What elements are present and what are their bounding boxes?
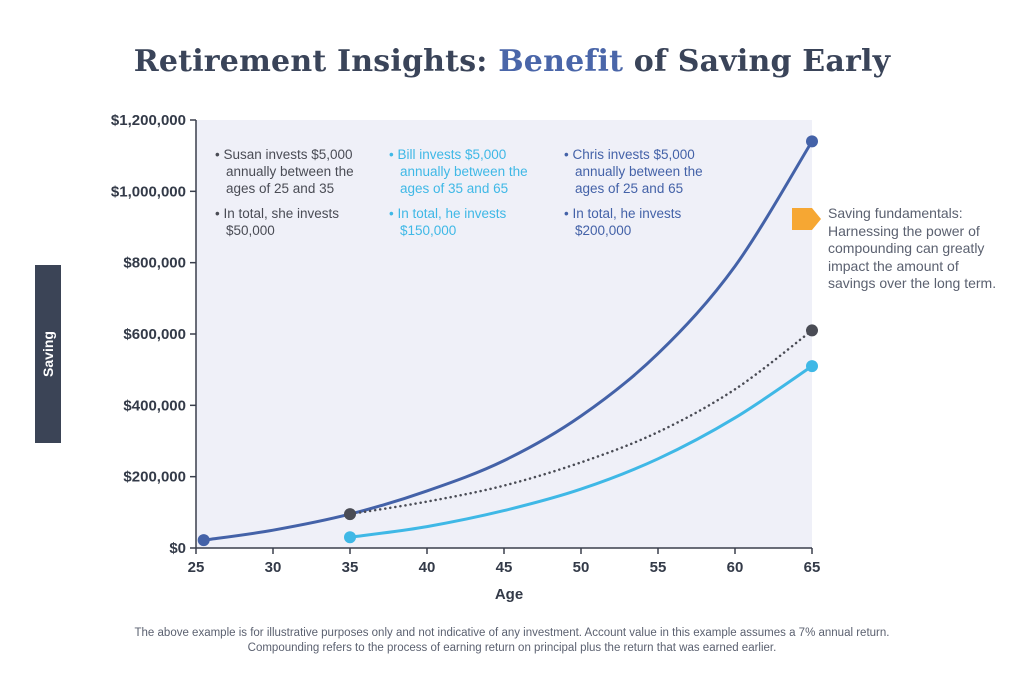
- footnote-line-2: Compounding refers to the process of ear…: [247, 642, 777, 654]
- side-note: Saving fundamentals: Harnessing the powe…: [828, 205, 997, 291]
- series-end-point-susan: [806, 324, 818, 337]
- x-tick-label: 30: [265, 559, 282, 576]
- plot-area: [196, 120, 812, 548]
- series-start-point-chris: [197, 534, 210, 547]
- legend-text-line: annually between the: [400, 164, 528, 179]
- y-tick-label: $600,000: [123, 326, 186, 343]
- legend-text-line: annually between the: [226, 164, 354, 179]
- y-tick-label: $1,000,000: [111, 183, 186, 200]
- legend-text-line: • In total, he invests: [564, 206, 682, 221]
- series-start-point-susan: [344, 508, 356, 521]
- series-line-bill: [348, 364, 814, 539]
- title-highlight: Benefit: [498, 44, 624, 79]
- chart-title: Retirement Insights: Benefit of Saving E…: [0, 44, 1024, 79]
- footnote: The above example is for illustrative pu…: [0, 626, 1024, 656]
- footnote-line-1: The above example is for illustrative pu…: [134, 627, 890, 639]
- legend-text-line: • Susan invests $5,000: [215, 147, 353, 162]
- y-axis-label-box: Saving: [35, 265, 61, 443]
- x-tick-label: 50: [573, 559, 590, 576]
- legend-text-line: • In total, she invests: [215, 206, 339, 221]
- legend-text-line: ages of 25 and 35: [226, 181, 334, 196]
- x-tick-label: 60: [727, 559, 744, 576]
- series-end-point-chris: [806, 135, 818, 148]
- legend-text-line: $150,000: [400, 223, 456, 238]
- legend-text-line: ages of 35 and 65: [400, 181, 508, 196]
- x-tick-label: 65: [804, 559, 821, 576]
- arrow-marker-icon: [792, 208, 822, 230]
- legend-entry-chris: • Chris invests $5,000 annually between t…: [564, 147, 703, 238]
- legend-text-line: $50,000: [226, 223, 275, 238]
- legend-text-line: $200,000: [575, 223, 631, 238]
- x-tick-label: 40: [419, 559, 436, 576]
- legend-text-line: • Bill invests $5,000: [389, 147, 506, 162]
- y-tick-label: $1,200,000: [111, 112, 186, 129]
- legend-text-line: • In total, he invests: [389, 206, 507, 221]
- series-line-susan: [348, 329, 814, 516]
- legend-entry-bill: • Bill invests $5,000 annually between th…: [389, 147, 528, 238]
- legend-text-line: annually between the: [575, 164, 703, 179]
- y-tick-label: $800,000: [123, 255, 186, 272]
- y-tick-label: $200,000: [123, 469, 186, 486]
- x-tick-label: 35: [342, 559, 359, 576]
- x-tick-label: 55: [650, 559, 667, 576]
- x-tick-label: 45: [496, 559, 513, 576]
- series-start-point-bill: [344, 531, 356, 544]
- x-axis-label: Age: [495, 586, 523, 603]
- series-line-chris: [202, 139, 814, 542]
- y-tick-label: $400,000: [123, 397, 186, 414]
- legend-text-line: • Chris invests $5,000: [564, 147, 695, 162]
- y-tick-label: $0: [169, 540, 186, 557]
- title-prefix: Retirement Insights:: [133, 44, 499, 79]
- legend-text-line: ages of 25 and 65: [575, 181, 683, 196]
- x-tick-label: 25: [188, 559, 205, 576]
- legend-entry-susan: • Susan invests $5,000 annually between t…: [215, 147, 354, 238]
- series-end-point-bill: [806, 360, 818, 373]
- title-suffix: of Saving Early: [623, 44, 891, 79]
